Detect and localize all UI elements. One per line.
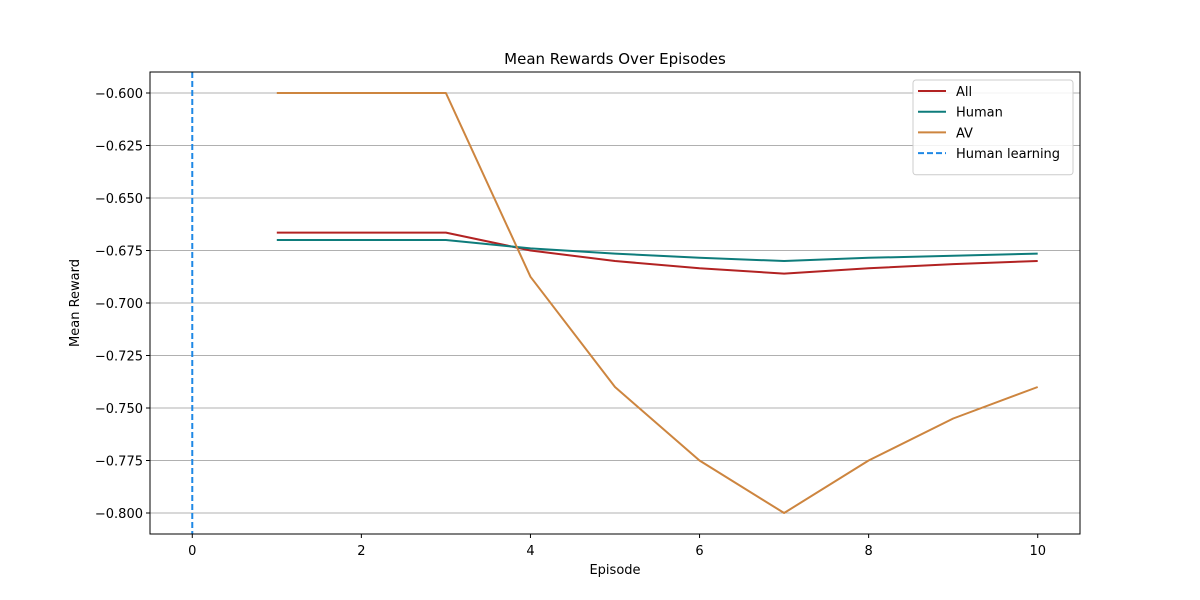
legend-label-human-learning: Human learning [956, 147, 1060, 162]
y-tick-label: −0.650 [95, 192, 143, 207]
x-tick-label: 2 [357, 544, 365, 559]
legend-box [912, 79, 1074, 176]
series-line-human [276, 239, 1038, 262]
legend: All Human AV Human learning [912, 79, 1074, 176]
legend-label-all: All [956, 85, 972, 100]
gridlines [150, 92, 1080, 514]
legend-label-human: Human [956, 106, 1003, 121]
y-tick-label: −0.625 [95, 140, 143, 155]
x-tick-label: 10 [1029, 544, 1046, 559]
series-line-all [276, 231, 1038, 275]
series-line-av [276, 92, 1039, 514]
x-axis-title: Episode [589, 563, 640, 578]
x-tick-label: 0 [188, 544, 196, 559]
x-tick-label: 8 [864, 544, 872, 559]
y-tick-label: −0.700 [95, 297, 143, 312]
y-tick-label: −0.775 [95, 455, 143, 470]
y-tick-label: −0.600 [95, 87, 143, 102]
chart-title: Mean Rewards Over Episodes [504, 50, 726, 68]
x-axis: 0 2 4 6 8 10 [188, 534, 1046, 559]
series-lines [191, 72, 1039, 534]
y-tick-label: −0.725 [95, 350, 143, 365]
y-tick-label: −0.675 [95, 245, 143, 260]
x-tick-label: 6 [695, 544, 703, 559]
y-tick-label: −0.800 [95, 507, 143, 522]
legend-label-av: AV [956, 126, 973, 141]
x-tick-label: 4 [526, 544, 534, 559]
y-axis: −0.800 −0.775 −0.750 −0.725 −0.700 −0.675 −0.6… [95, 87, 150, 522]
y-axis-title: Mean Reward [68, 259, 83, 347]
y-tick-label: −0.750 [95, 402, 143, 417]
